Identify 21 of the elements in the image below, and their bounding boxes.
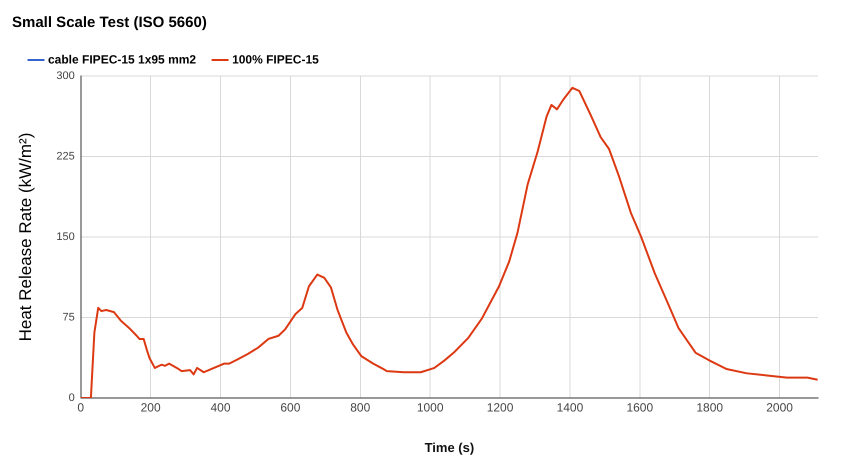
x-tick-label: 0 [77,400,84,415]
chart-title: Small Scale Test (ISO 5660) [12,14,207,32]
legend-label: cable FIPEC-15 1x95 mm2 [48,52,196,66]
x-tick-label: 1200 [486,400,514,415]
y-tick-label: 0 [68,392,75,404]
x-axis-title: Time (s) [424,440,474,455]
x-tick-label: 2000 [766,400,794,415]
y-tick-label: 225 [56,150,75,163]
y-tick-label: 150 [56,231,75,244]
x-tick-label: 600 [280,400,301,415]
x-tick-label: 800 [350,400,371,415]
x-tick-label: 200 [140,400,161,415]
x-tick-label: 400 [210,400,231,415]
x-tick-label: 1800 [696,400,724,415]
x-tick-label: 1400 [556,400,584,415]
y-tick-label: 300 [56,70,75,82]
y-axis-title: Heat Release Rate (kW/m²) [16,132,35,342]
x-tick-label: 1000 [416,400,444,415]
x-tick-label: 1600 [626,400,654,415]
legend-label: 100% FIPEC-15 [232,52,320,66]
y-tick-label: 75 [62,312,75,324]
